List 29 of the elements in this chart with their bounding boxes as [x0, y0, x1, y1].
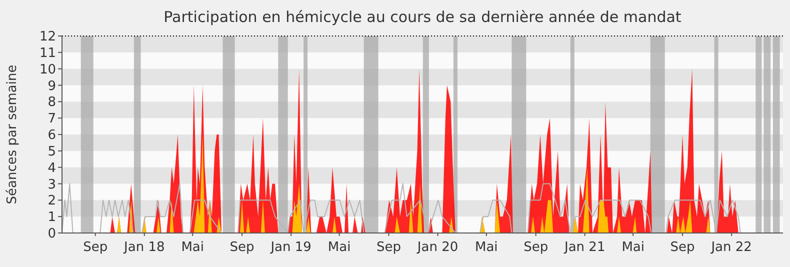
y-tick-label: 12 — [39, 30, 56, 45]
x-tick-label: Sep — [230, 240, 254, 255]
x-tick-label: Jan 20 — [416, 240, 458, 255]
y-tick-label: 5 — [48, 144, 56, 160]
x-tick-label: Jan 18 — [123, 240, 165, 255]
x-tick-label: Mai — [475, 240, 498, 255]
y-tick-label: 0 — [48, 226, 56, 242]
x-tick-label: Mai — [622, 240, 644, 255]
y-tick-label: 10 — [39, 62, 56, 78]
x-tick-label: Sep — [376, 240, 401, 255]
y-tick-label: 7 — [48, 112, 56, 127]
x-tick-label: Jan 21 — [564, 240, 606, 255]
x-tick-label: Mai — [328, 240, 351, 255]
y-tick-label: 4 — [48, 160, 56, 176]
x-tick-label: Sep — [83, 240, 108, 255]
y-tick-label: 2 — [48, 194, 56, 209]
y-tick-label: 3 — [48, 177, 56, 192]
y-tick-label: 8 — [48, 95, 56, 110]
x-tick-label: Jan 19 — [270, 240, 312, 255]
y-tick-label: 1 — [48, 210, 56, 226]
x-tick-label: Sep — [524, 240, 548, 255]
x-tick-label: Jan 22 — [710, 240, 752, 255]
y-tick-label: 11 — [39, 46, 56, 61]
x-tick-label: Sep — [670, 240, 695, 255]
x-tick-label: Mai — [181, 240, 204, 255]
y-tick-label: 6 — [48, 128, 56, 144]
y-axis-title: Séances par semaine — [5, 64, 20, 204]
chart-title: Participation en hémicycle au cours de sa dernière année de mandat — [164, 8, 682, 26]
y-tick-label: 9 — [48, 78, 56, 94]
